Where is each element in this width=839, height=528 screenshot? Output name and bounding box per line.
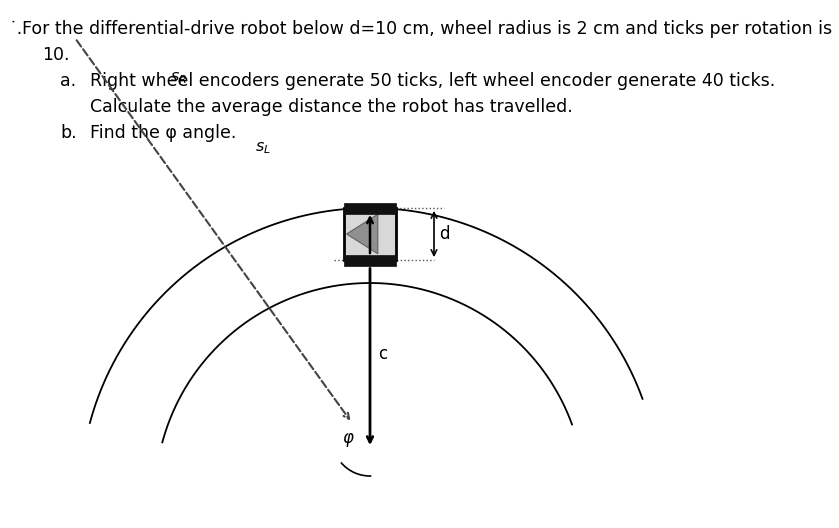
Text: Right wheel encoders generate 50 ticks, left wheel encoder generate 40 ticks.: Right wheel encoders generate 50 ticks, … — [90, 72, 775, 90]
Text: $s_R$: $s_R$ — [170, 70, 187, 86]
Bar — [344, 203, 396, 213]
Polygon shape — [347, 214, 378, 254]
Text: a.: a. — [60, 72, 76, 90]
Text: d: d — [439, 225, 450, 243]
Bar — [344, 254, 396, 266]
Text: $s_L$: $s_L$ — [255, 140, 271, 156]
Text: $\varphi$: $\varphi$ — [342, 431, 355, 449]
Text: b.: b. — [60, 124, 76, 142]
Text: For the differential-drive robot below d=10 cm, wheel radius is 2 cm and ticks p: For the differential-drive robot below d… — [22, 20, 832, 38]
Bar — [344, 208, 396, 260]
Text: c: c — [378, 345, 387, 363]
Text: ˙.: ˙. — [8, 20, 23, 38]
Text: Calculate the average distance the robot has travelled.: Calculate the average distance the robot… — [90, 98, 573, 116]
Text: Find the φ angle.: Find the φ angle. — [90, 124, 237, 142]
Text: 10.: 10. — [42, 46, 70, 64]
